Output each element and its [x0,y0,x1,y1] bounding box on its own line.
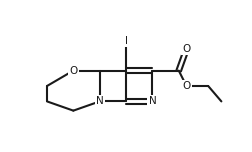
Text: I: I [124,36,128,46]
Text: O: O [182,44,191,54]
Text: N: N [96,96,104,106]
Text: N: N [148,96,156,106]
Text: O: O [182,81,191,91]
Text: O: O [69,66,77,76]
